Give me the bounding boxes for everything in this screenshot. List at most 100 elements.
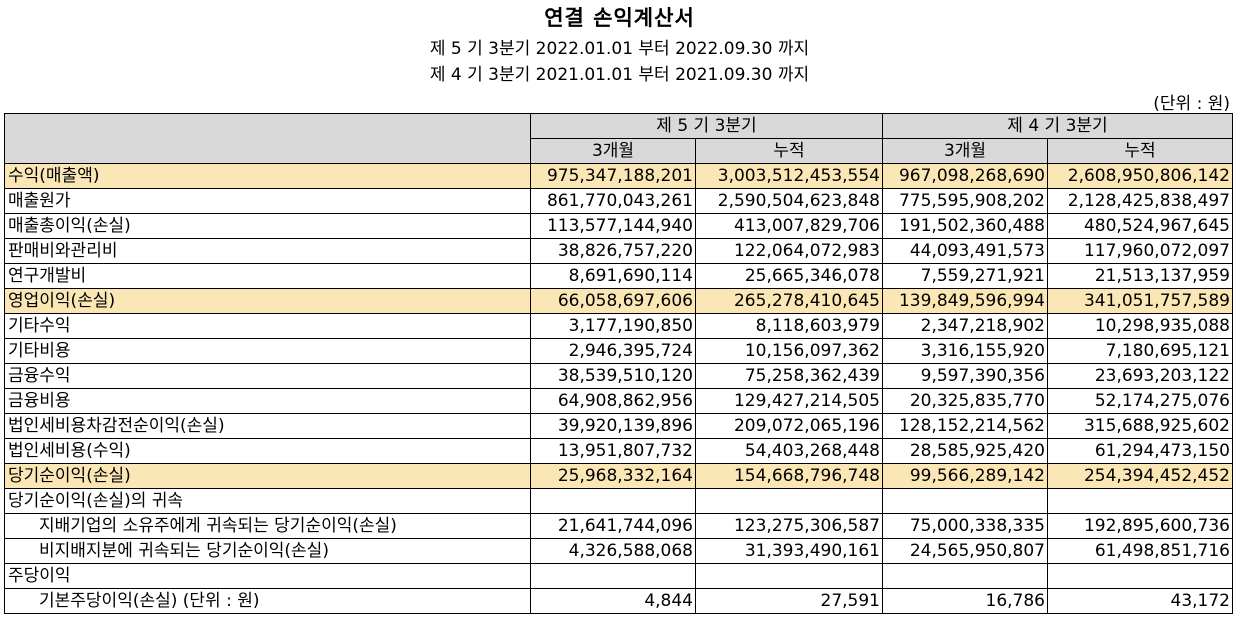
row-value: 25,665,346,078	[695, 263, 883, 289]
row-value: 967,098,268,690	[882, 163, 1048, 189]
row-value: 38,826,757,220	[530, 238, 696, 264]
row-value: 44,093,491,573	[882, 238, 1048, 264]
row-value: 117,960,072,097	[1047, 238, 1233, 264]
row-value: 192,895,600,736	[1047, 513, 1233, 539]
table-row: 당기순이익(손실)의 귀속	[4, 488, 1233, 514]
row-label: 법인세비용(수익)	[4, 438, 531, 464]
row-value: 2,608,950,806,142	[1047, 163, 1233, 189]
row-value: 3,003,512,453,554	[695, 163, 883, 189]
table-row: 수익(매출액) 975,347,188,201 3,003,512,453,554 9…	[4, 163, 1233, 189]
row-value: 2,946,395,724	[530, 338, 696, 364]
header-group-row: 제 5 기 3분기 제 4 기 3분기	[4, 113, 1233, 164]
row-value: 122,064,072,983	[695, 238, 883, 264]
row-value: 61,498,851,716	[1047, 538, 1233, 564]
row-value: 975,347,188,201	[530, 163, 696, 189]
row-value: 129,427,214,505	[695, 388, 883, 414]
row-label: 금융비용	[4, 388, 531, 414]
table-row: 금융비용 64,908,862,956 129,427,214,505 20,325,…	[4, 388, 1233, 414]
row-value: 7,559,271,921	[882, 263, 1048, 289]
row-value	[530, 488, 696, 514]
header-group-current: 제 5 기 3분기	[530, 113, 883, 139]
header-group-prior: 제 4 기 3분기	[882, 113, 1233, 139]
table-row: 영업이익(손실) 66,058,697,606 265,278,410,645 139…	[4, 288, 1233, 314]
income-statement-table: 제 5 기 3분기 제 4 기 3분기 3개월 누적 3개월 누적 수익(매출액…	[4, 113, 1233, 614]
header-subcol: 누적	[1047, 138, 1233, 164]
row-value: 99,566,289,142	[882, 463, 1048, 489]
row-label: 기타수익	[4, 313, 531, 339]
row-value: 20,325,835,770	[882, 388, 1048, 414]
row-value: 9,597,390,356	[882, 363, 1048, 389]
row-value: 480,524,967,645	[1047, 213, 1233, 239]
row-label: 매출총이익(손실)	[4, 213, 531, 239]
row-value: 3,316,155,920	[882, 338, 1048, 364]
header-subcol: 누적	[695, 138, 883, 164]
row-value	[1047, 488, 1233, 514]
row-value: 8,691,690,114	[530, 263, 696, 289]
row-label: 영업이익(손실)	[4, 288, 531, 314]
row-label: 당기순이익(손실)	[4, 463, 531, 489]
row-value: 154,668,796,748	[695, 463, 883, 489]
period-line-prior: 제 4 기 3분기 2021.01.01 부터 2021.09.30 까지	[429, 65, 810, 85]
table-row: 금융수익 38,539,510,120 75,258,362,439 9,597,39…	[4, 363, 1233, 389]
row-value: 13,951,807,732	[530, 438, 696, 464]
row-label: 기본주당이익(손실) (단위 : 원)	[4, 588, 531, 614]
row-label: 법인세비용차감전순이익(손실)	[4, 413, 531, 439]
row-value: 61,294,473,150	[1047, 438, 1233, 464]
statement-title: 연결 손익계산서	[544, 6, 695, 30]
table-row: 매출총이익(손실) 113,577,144,940 413,007,829,706 1…	[4, 213, 1233, 239]
row-value: 75,000,338,335	[882, 513, 1048, 539]
row-value: 21,641,744,096	[530, 513, 696, 539]
period-line-current: 제 5 기 3분기 2022.01.01 부터 2022.09.30 까지	[429, 39, 810, 59]
row-label: 매출원가	[4, 188, 531, 214]
row-value: 24,565,950,807	[882, 538, 1048, 564]
table-row: 법인세비용(수익) 13,951,807,732 54,403,268,448 28,…	[4, 438, 1233, 464]
row-value: 413,007,829,706	[695, 213, 883, 239]
row-value	[882, 488, 1048, 514]
row-value: 123,275,306,587	[695, 513, 883, 539]
row-value	[695, 563, 883, 589]
row-label: 연구개발비	[4, 263, 531, 289]
row-value	[530, 563, 696, 589]
row-value: 341,051,757,589	[1047, 288, 1233, 314]
row-value: 10,156,097,362	[695, 338, 883, 364]
row-value: 54,403,268,448	[695, 438, 883, 464]
row-value	[1047, 563, 1233, 589]
header-subcol: 3개월	[530, 138, 696, 164]
row-value: 39,920,139,896	[530, 413, 696, 439]
row-value: 139,849,596,994	[882, 288, 1048, 314]
row-label: 금융수익	[4, 363, 531, 389]
row-label: 당기순이익(손실)의 귀속	[4, 488, 531, 514]
row-value: 8,118,603,979	[695, 313, 883, 339]
row-value: 254,394,452,452	[1047, 463, 1233, 489]
row-value: 66,058,697,606	[530, 288, 696, 314]
table-row: 기본주당이익(손실) (단위 : 원) 4,844 27,591 16,786 43,1…	[4, 588, 1233, 614]
row-label: 지배기업의 소유주에게 귀속되는 당기순이익(손실)	[4, 513, 531, 539]
row-label: 판매비와관리비	[4, 238, 531, 264]
header-subcol: 3개월	[882, 138, 1048, 164]
row-value: 7,180,695,121	[1047, 338, 1233, 364]
row-value: 43,172	[1047, 588, 1233, 614]
row-value: 128,152,214,562	[882, 413, 1048, 439]
table-row: 연구개발비 8,691,690,114 25,665,346,078 7,559,27…	[4, 263, 1233, 289]
row-value: 38,539,510,120	[530, 363, 696, 389]
table-row: 기타수익 3,177,190,850 8,118,603,979 2,347,218,…	[4, 313, 1233, 339]
table-row: 판매비와관리비 38,826,757,220 122,064,072,983 44,0…	[4, 238, 1233, 264]
table-row: 기타비용 2,946,395,724 10,156,097,362 3,316,155…	[4, 338, 1233, 364]
row-value: 27,591	[695, 588, 883, 614]
row-value: 10,298,935,088	[1047, 313, 1233, 339]
row-value: 23,693,203,122	[1047, 363, 1233, 389]
row-value: 861,770,043,261	[530, 188, 696, 214]
row-value: 191,502,360,488	[882, 213, 1048, 239]
table-row: 지배기업의 소유주에게 귀속되는 당기순이익(손실) 21,641,744,096…	[4, 513, 1233, 539]
table-row: 당기순이익(손실) 25,968,332,164 154,668,796,748 99…	[4, 463, 1233, 489]
row-label: 수익(매출액)	[4, 163, 531, 189]
row-value: 2,590,504,623,848	[695, 188, 883, 214]
row-value: 2,128,425,838,497	[1047, 188, 1233, 214]
row-label: 주당이익	[4, 563, 531, 589]
row-value: 75,258,362,439	[695, 363, 883, 389]
row-value: 2,347,218,902	[882, 313, 1048, 339]
row-value: 21,513,137,959	[1047, 263, 1233, 289]
table-row: 주당이익	[4, 563, 1233, 589]
row-value: 25,968,332,164	[530, 463, 696, 489]
row-value: 4,844	[530, 588, 696, 614]
